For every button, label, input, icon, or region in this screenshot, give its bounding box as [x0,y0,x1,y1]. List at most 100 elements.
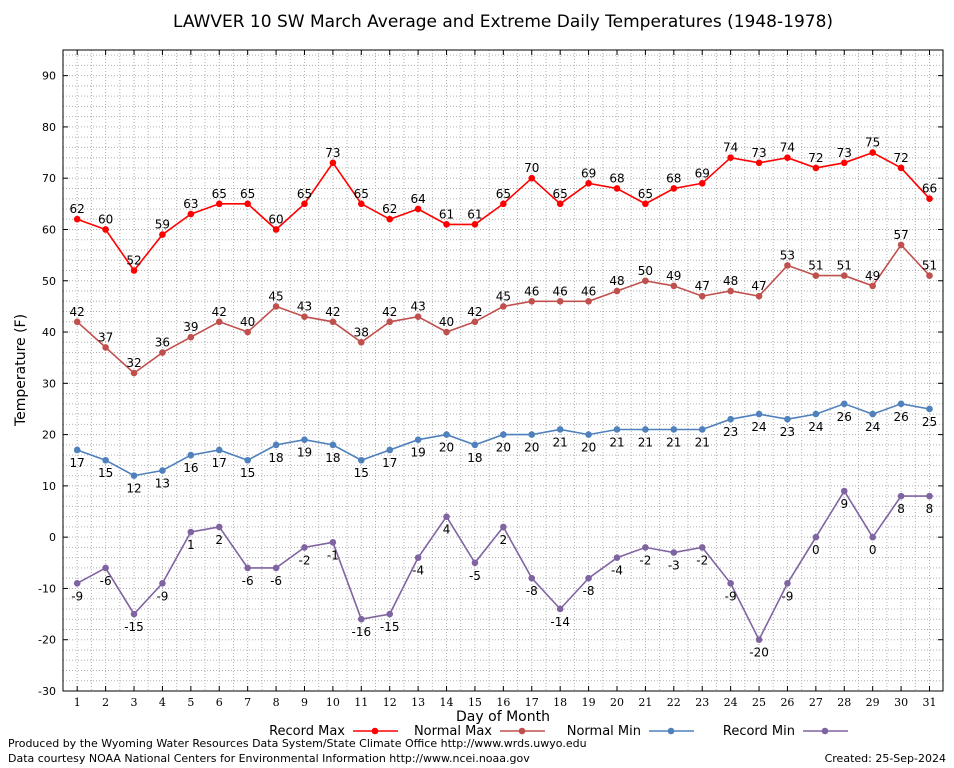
normal-max-data-label: 48 [723,274,738,288]
legend-marker-normal-max [518,727,526,735]
normal-min-point [840,400,848,408]
x-tick-label: 29 [866,696,880,709]
normal-min-point [272,441,280,449]
record-min-point [812,533,820,541]
normal-min-data-label: 17 [70,456,85,470]
record-max-data-label: 65 [496,187,511,201]
normal-max-data-label: 38 [354,325,369,339]
normal-max-point [215,318,223,326]
record-min-point [840,487,848,495]
footer-data-courtesy: Data courtesy NOAA National Centers for … [8,752,530,765]
normal-max-data-label: 43 [410,300,425,314]
record-max-data-label: 65 [297,187,312,201]
record-min-point [698,544,706,551]
normal-max-data-label: 42 [382,305,397,319]
normal-min-point [812,410,820,418]
normal-max-data-label: 45 [496,289,511,303]
normal-min-data-label: 19 [410,446,425,460]
normal-max-data-label: 49 [666,269,681,283]
y-tick-label: 30 [42,377,56,390]
record-max-point [812,164,820,172]
normal-max-point [500,303,507,310]
y-tick-label: 50 [42,275,56,288]
normal-max-point [642,277,649,285]
record-max-point [301,200,308,208]
normal-min-data-label: 15 [240,466,255,480]
record-max-point [613,185,621,192]
record-max-data-label: 72 [808,151,823,165]
record-max-data-label: 75 [865,136,880,150]
record-max-point [159,231,166,238]
record-max-data-label: 64 [410,192,425,206]
normal-max-point [187,333,195,341]
record-max-point [471,221,479,228]
x-tick-label: 13 [411,696,425,709]
normal-max-point [244,328,251,336]
x-tick-label: 20 [610,696,624,709]
record-min-data-label: -9 [156,589,168,603]
normal-max-data-label: 39 [183,320,198,334]
x-tick-label: 22 [667,696,681,709]
normal-max-data-label: 40 [439,315,454,329]
normal-max-point [670,282,678,290]
normal-min-data-label: 21 [695,435,710,449]
record-min-point [670,549,678,556]
normal-min-point [556,426,564,433]
record-min-point [528,574,536,582]
normal-max-point [727,287,734,295]
record-max-data-label: 73 [751,146,766,160]
normal-min-point [215,446,223,454]
y-tick-label: 70 [42,172,56,185]
record-min-data-label: -9 [71,589,83,603]
x-tick-label: 6 [216,696,223,709]
record-max-point [244,200,251,208]
normal-min-point [585,431,592,438]
record-min-point [897,492,905,500]
y-tick-label: 90 [42,70,56,83]
record-min-data-label: -8 [583,584,595,598]
normal-min-data-label: 20 [581,441,596,455]
x-tick-label: 31 [923,696,937,709]
record-max-data-label: 62 [382,202,397,216]
x-tick-label: 30 [894,696,908,709]
normal-min-data-label: 20 [496,441,511,455]
normal-min-data-label: 24 [751,420,766,434]
record-min-data-label: -9 [725,589,737,603]
normal-max-data-label: 53 [780,248,795,262]
normal-max-point [613,287,621,295]
record-max-data-label: 68 [609,171,624,185]
x-tick-label: 18 [553,696,567,709]
normal-max-point [897,241,905,249]
x-axis-label: Day of Month [456,709,550,725]
normal-max-data-label: 42 [212,305,227,319]
normal-max-point [130,369,138,377]
record-max-point [272,226,280,233]
normal-min-data-label: 19 [297,446,312,460]
record-min-point [869,533,876,541]
record-min-data-label: -5 [469,569,481,583]
record-max-point [926,195,933,203]
record-min-point [755,636,763,644]
record-max-point [500,200,507,208]
record-max-data-label: 69 [581,166,596,180]
record-max-data-label: 68 [666,171,681,185]
normal-min-data-label: 25 [922,415,937,429]
legend-marker-record-max [371,727,379,735]
record-max-point [670,185,678,192]
legend-label-normal-min: Normal Min [567,724,641,739]
legend-label-record-min: Record Min [723,724,795,739]
y-tick-label: -10 [38,582,56,595]
record-min-point [187,528,195,536]
normal-min-data-label: 26 [837,410,852,424]
record-min-point [784,580,791,587]
record-min-data-label: 0 [869,543,877,557]
normal-min-point [386,446,394,454]
record-max-data-label: 52 [126,254,141,268]
record-max-point [556,200,564,208]
normal-min-data-label: 16 [183,461,198,475]
record-min-data-label: -1 [327,548,339,562]
record-max-data-label: 61 [439,207,454,221]
x-tick-label: 27 [809,696,823,709]
normal-min-data-label: 12 [126,482,141,496]
